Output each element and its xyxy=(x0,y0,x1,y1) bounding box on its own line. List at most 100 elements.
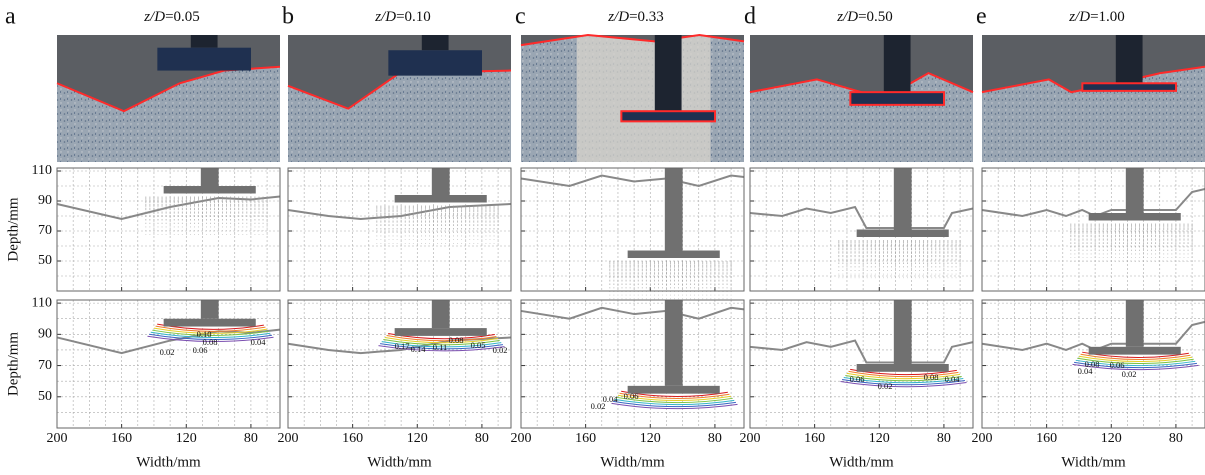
photo-background xyxy=(750,35,973,99)
y-tick-label: 50 xyxy=(38,253,52,268)
x-tick-label: 200 xyxy=(972,431,993,446)
contour-line xyxy=(619,392,730,400)
plot-frame xyxy=(981,167,1205,292)
photo-footing xyxy=(620,110,717,123)
contour-line xyxy=(840,381,967,388)
y-tick-label: 110 xyxy=(32,295,52,310)
photo-light xyxy=(576,35,711,162)
plot-frame xyxy=(981,299,1205,429)
plot-frame xyxy=(56,299,281,429)
x-axis-label: Width/mm xyxy=(1061,454,1126,470)
y-axis-label: Depth/mm xyxy=(5,197,21,261)
photo-stem xyxy=(883,35,911,93)
photo xyxy=(749,35,974,162)
contour-line xyxy=(380,343,503,350)
x-tick-label: 200 xyxy=(47,431,68,446)
panel-label: e xyxy=(976,4,987,30)
plot xyxy=(287,167,512,292)
soil-surface xyxy=(520,306,745,320)
panel-title: z/D=0.05 xyxy=(143,9,200,25)
minor-grid xyxy=(982,168,1205,291)
plot-frame xyxy=(520,167,745,292)
x-tick-label: 120 xyxy=(1101,431,1122,446)
x-tick-label: 160 xyxy=(111,431,132,446)
contour-line xyxy=(155,325,266,332)
x-tick-label: 80 xyxy=(708,431,722,446)
contour-label: 0.04 xyxy=(1078,366,1094,376)
x-axis-label: Width/mm xyxy=(136,454,201,470)
title-value: =1.00 xyxy=(1090,9,1125,25)
footing-plate xyxy=(627,250,720,258)
vector-field xyxy=(609,261,732,300)
contour-line xyxy=(153,327,268,334)
footing-stem xyxy=(893,300,912,364)
contour-line xyxy=(616,396,733,404)
contour-label: 0.04 xyxy=(945,374,961,384)
plot: 110 90 70 50 xyxy=(32,163,281,292)
x-tick-label: 120 xyxy=(176,431,197,446)
contour-line xyxy=(147,335,274,343)
contour-line xyxy=(1072,363,1199,371)
minor-grid xyxy=(288,168,511,291)
x-tick-label: 80 xyxy=(475,431,489,446)
photo-stem xyxy=(654,35,682,112)
contour-label: 0.08 xyxy=(924,372,939,382)
plot-frame xyxy=(56,167,281,292)
contour-line xyxy=(152,329,269,336)
vector-field xyxy=(838,240,961,279)
y-tick-label: 90 xyxy=(38,327,52,342)
minor-grid xyxy=(57,168,280,291)
plot-frame xyxy=(749,167,974,292)
title-value: =0.05 xyxy=(165,9,200,25)
contour-line xyxy=(149,333,272,340)
minor-grid xyxy=(57,300,280,428)
contour-label: 0.08 xyxy=(449,335,464,345)
x-tick-label: 200 xyxy=(740,431,761,446)
footing-stem xyxy=(664,168,683,251)
soil-surface xyxy=(56,195,281,221)
y-tick-label: 110 xyxy=(32,163,52,178)
title-var: z/D xyxy=(374,9,396,25)
minor-grid xyxy=(521,300,744,428)
contour-line xyxy=(848,370,959,378)
y-tick-label: 90 xyxy=(38,193,52,208)
soil-surface xyxy=(981,188,1205,218)
contour-label: 0.02 xyxy=(878,381,893,391)
footing-plate xyxy=(1088,346,1181,355)
x-tick-label: 120 xyxy=(869,431,890,446)
panel-label: b xyxy=(282,4,294,30)
plot-frame xyxy=(287,299,512,429)
contour-label: 0.06 xyxy=(1110,360,1125,370)
title-var: z/D xyxy=(607,9,629,25)
contour-label: 0.08 xyxy=(203,337,218,347)
contour-label: 0.02 xyxy=(493,345,508,355)
footing-stem xyxy=(431,168,450,195)
contour-line xyxy=(384,337,499,344)
footing-plate xyxy=(1088,213,1181,221)
photo-stem xyxy=(421,35,449,51)
soil-surface xyxy=(56,328,281,355)
footing-plate xyxy=(627,385,720,394)
footing-stem xyxy=(1125,168,1144,213)
panel-label: a xyxy=(5,4,16,30)
contour-line xyxy=(386,335,497,342)
footing-plate xyxy=(394,328,487,336)
contour-label: 0.02 xyxy=(1122,369,1137,379)
y-tick-label: 70 xyxy=(38,358,52,373)
plot: 200 160 120 80 0.17 0.14 0.110.08 0.05 0.02 xyxy=(278,299,512,446)
x-tick-label: 200 xyxy=(511,431,532,446)
photo-stem xyxy=(190,35,218,48)
contour-line xyxy=(1075,359,1196,367)
vector-field xyxy=(145,196,268,235)
contour-label: 0.02 xyxy=(160,347,175,357)
contour-line xyxy=(617,394,732,402)
y-tick-label: 50 xyxy=(38,389,52,404)
contour-label: 0.04 xyxy=(251,337,267,347)
footing-stem xyxy=(1125,300,1144,347)
y-axis-label: Depth/mm xyxy=(5,332,21,396)
plot xyxy=(981,167,1205,292)
contour-label: 0.04 xyxy=(603,394,619,404)
x-tick-label: 160 xyxy=(1036,431,1057,446)
soil-surface xyxy=(749,205,974,229)
soil-surface xyxy=(520,174,745,188)
